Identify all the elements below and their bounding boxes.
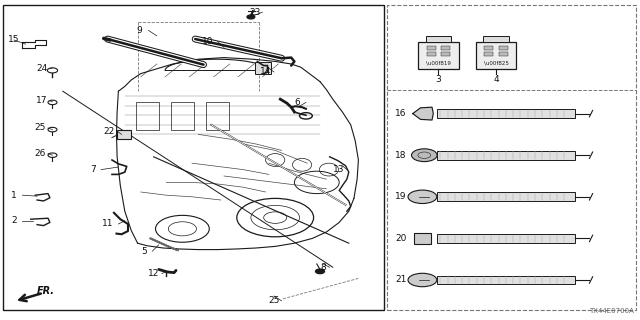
Bar xyxy=(441,52,450,56)
Text: 12: 12 xyxy=(148,269,159,278)
Bar xyxy=(3,5,384,310)
Bar xyxy=(483,36,509,42)
Text: 25: 25 xyxy=(268,296,280,305)
Bar xyxy=(426,36,451,42)
Bar xyxy=(437,109,575,118)
Bar xyxy=(418,42,459,69)
Bar xyxy=(117,130,131,139)
Text: 7: 7 xyxy=(90,165,95,174)
Text: 21: 21 xyxy=(395,276,406,284)
Bar xyxy=(499,46,508,50)
Text: 18: 18 xyxy=(395,151,406,160)
Text: \u00f825: \u00f825 xyxy=(484,61,508,66)
Bar xyxy=(206,102,229,130)
Text: 22: 22 xyxy=(103,127,115,136)
Text: 13: 13 xyxy=(333,165,345,174)
Circle shape xyxy=(412,149,437,162)
Bar xyxy=(484,46,493,50)
Text: 14: 14 xyxy=(260,68,271,76)
Text: 1: 1 xyxy=(12,191,17,200)
Bar xyxy=(414,233,431,244)
Bar xyxy=(484,52,493,56)
Text: 3: 3 xyxy=(436,76,441,84)
Bar xyxy=(387,5,636,310)
Text: 19: 19 xyxy=(395,192,406,201)
Text: 8: 8 xyxy=(321,263,326,272)
Bar xyxy=(427,52,436,56)
Bar xyxy=(499,52,508,56)
Text: 5: 5 xyxy=(141,247,147,256)
Circle shape xyxy=(247,15,255,19)
Bar xyxy=(427,46,436,50)
Text: FR.: FR. xyxy=(37,286,55,296)
Bar xyxy=(437,192,575,201)
Text: 17: 17 xyxy=(36,96,47,105)
Text: 11: 11 xyxy=(102,220,113,228)
Text: 26: 26 xyxy=(34,149,45,158)
Bar xyxy=(437,234,575,243)
Bar xyxy=(255,62,271,74)
Text: 2: 2 xyxy=(12,216,17,225)
Bar xyxy=(476,42,516,69)
Bar xyxy=(441,46,450,50)
Text: 6: 6 xyxy=(295,98,300,107)
Text: 9: 9 xyxy=(137,26,142,35)
Text: 20: 20 xyxy=(395,234,406,243)
Ellipse shape xyxy=(408,190,437,204)
Text: 10: 10 xyxy=(202,37,214,46)
Bar xyxy=(437,151,575,160)
Bar xyxy=(136,102,159,130)
Text: 15: 15 xyxy=(8,36,20,44)
Text: 24: 24 xyxy=(36,64,47,73)
Text: 16: 16 xyxy=(395,109,406,118)
Text: 4: 4 xyxy=(493,76,499,84)
Circle shape xyxy=(316,269,324,274)
Bar xyxy=(437,276,575,284)
Text: TX44E0700A: TX44E0700A xyxy=(589,308,634,314)
Bar xyxy=(171,102,194,130)
Text: \u00f819: \u00f819 xyxy=(426,61,451,66)
Text: 25: 25 xyxy=(34,124,45,132)
Ellipse shape xyxy=(408,273,437,287)
Polygon shape xyxy=(413,107,433,120)
Text: 23: 23 xyxy=(249,8,260,17)
